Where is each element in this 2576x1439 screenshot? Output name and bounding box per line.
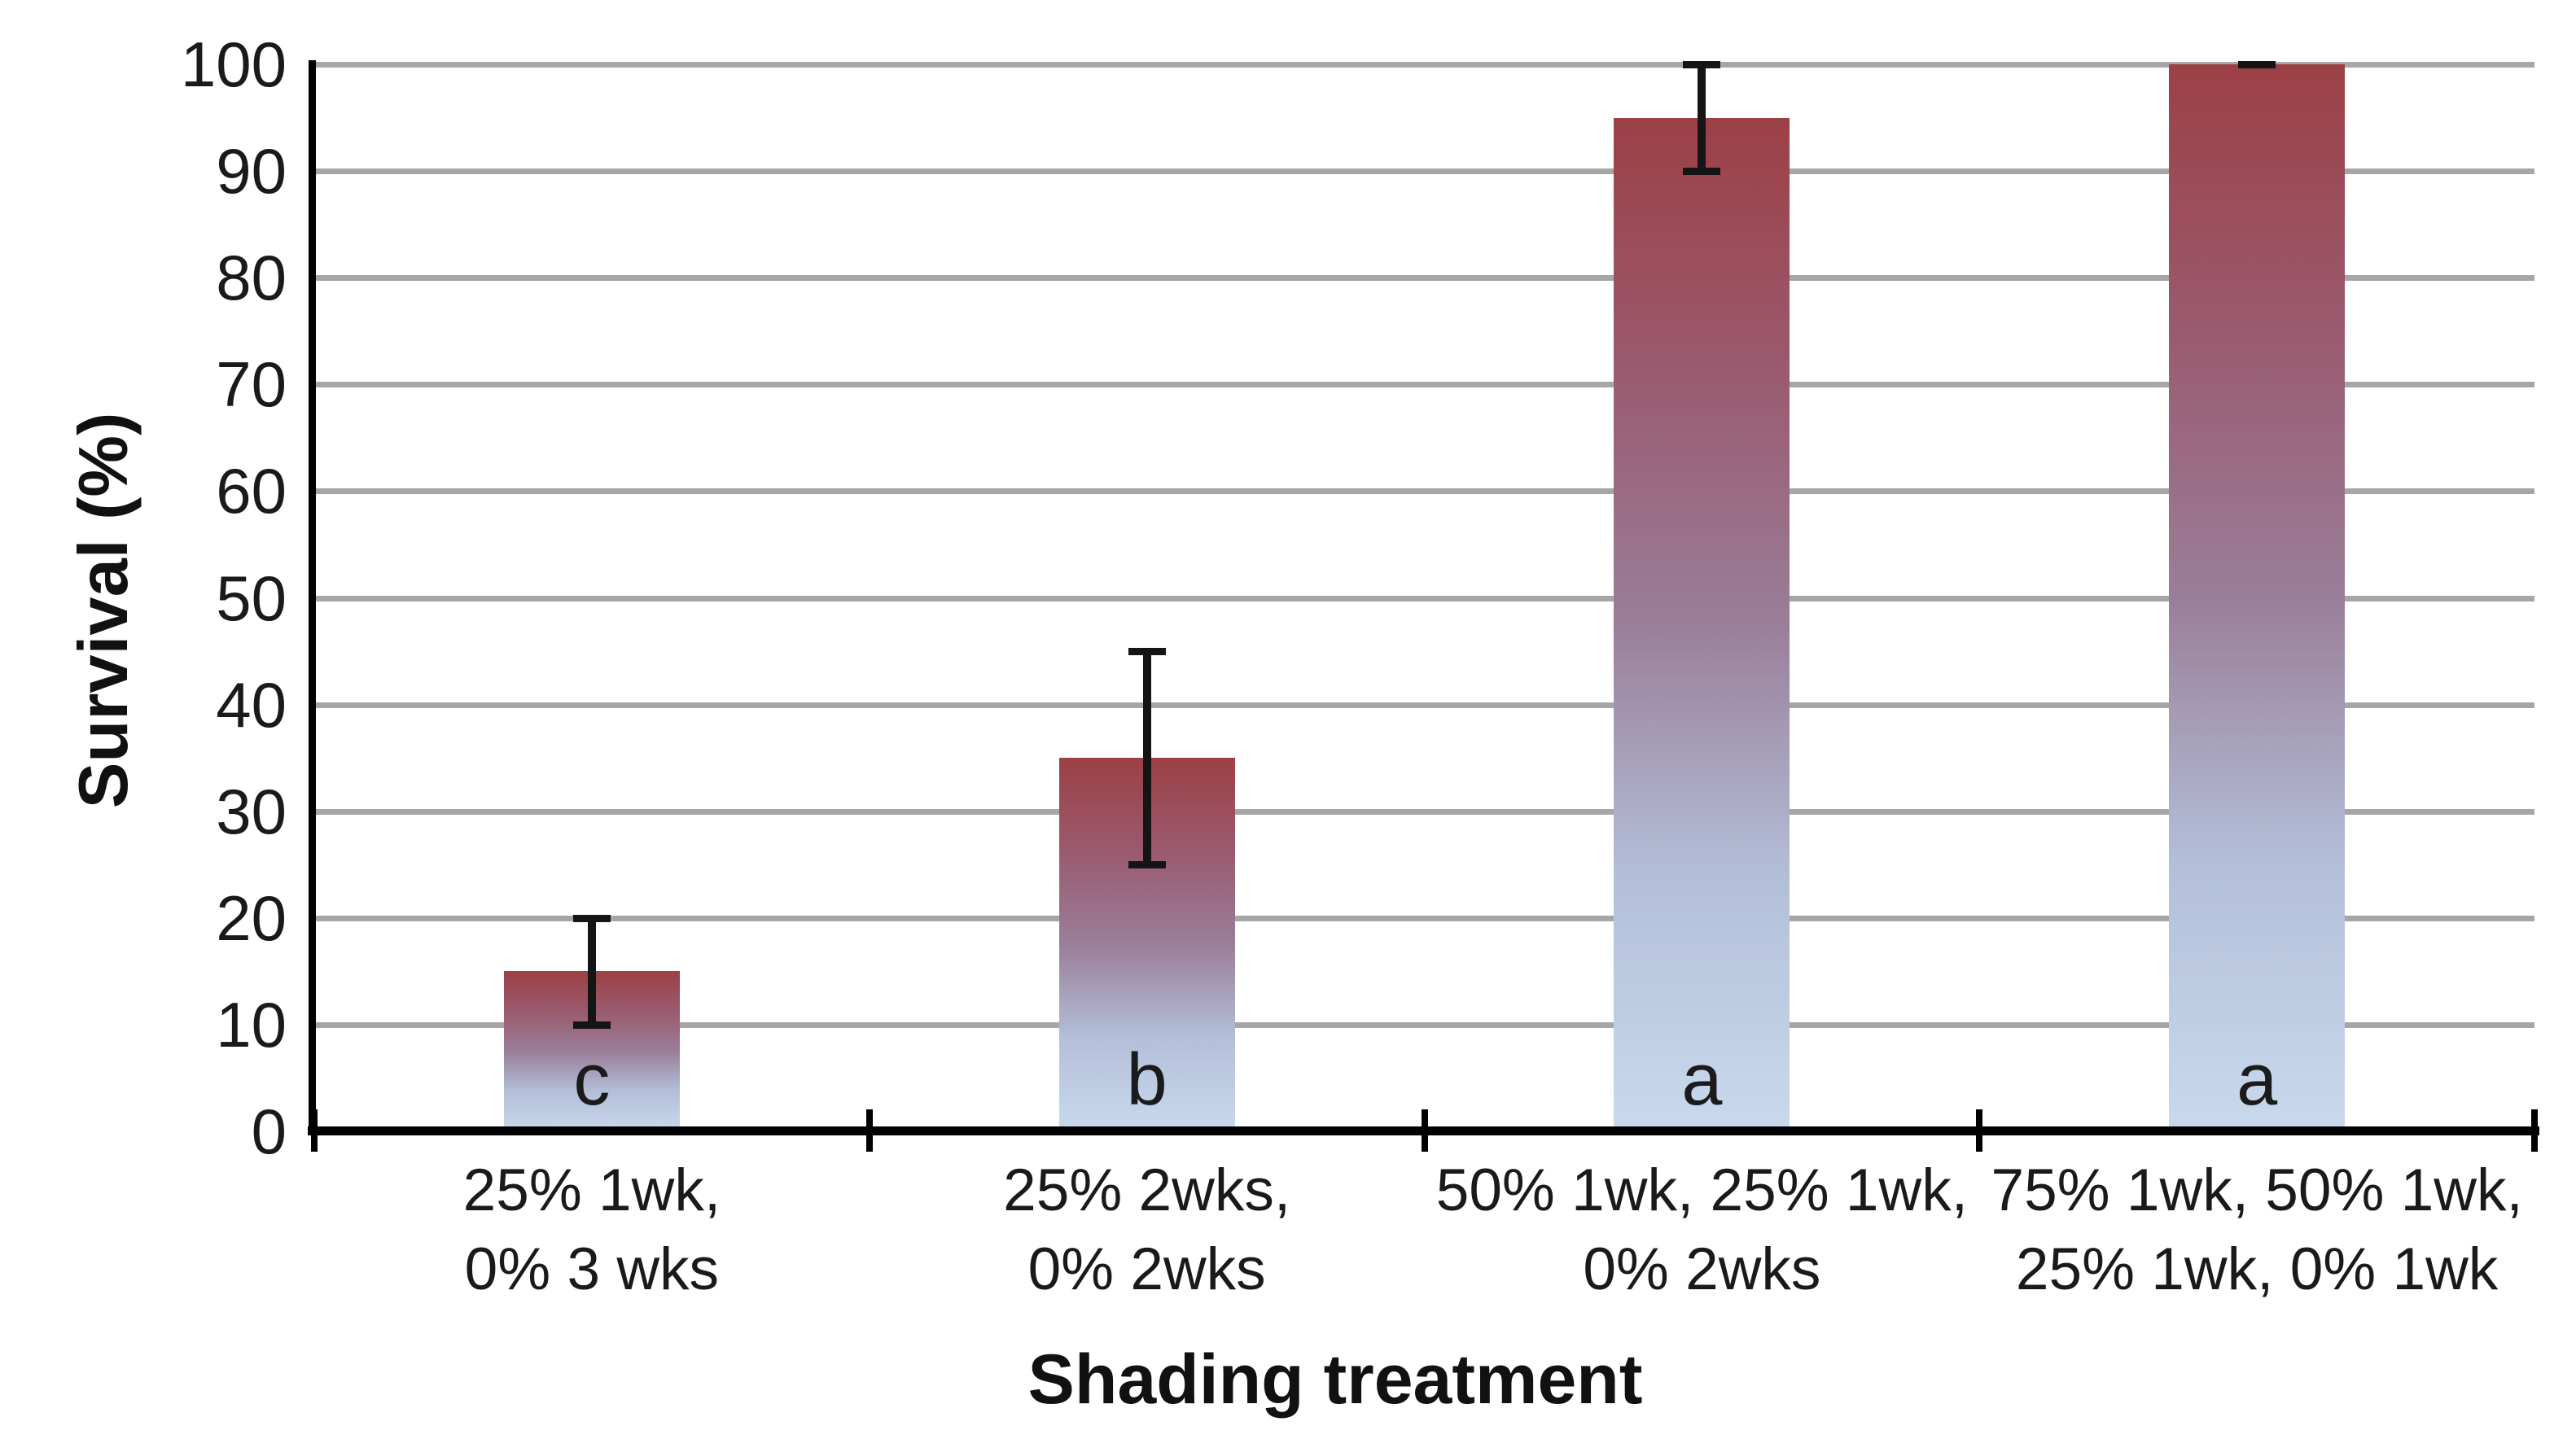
error-bar-cap-1-low — [572, 1021, 611, 1029]
error-bar-line-1 — [587, 917, 596, 1025]
gridline-40 — [314, 702, 2534, 708]
bar-4: a — [2169, 64, 2346, 1131]
x-category-label-1: 25% 1wk, 0% 3 wks — [462, 1157, 721, 1302]
x-category-label-2: 25% 2wks, 0% 2wks — [1003, 1157, 1291, 1302]
x-axis-tick-2 — [1421, 1109, 1428, 1152]
x-axis-tick-0 — [311, 1109, 318, 1152]
gridline-100 — [314, 62, 2534, 68]
gridline-10 — [314, 1021, 2534, 1028]
bar-3: a — [1614, 117, 1790, 1131]
gridline-80 — [314, 275, 2534, 282]
error-bar-cap-4-high — [2238, 61, 2276, 68]
error-bar-line-2 — [1142, 651, 1151, 865]
y-tick-label-70: 70 — [216, 348, 287, 421]
significance-letter-1: c — [573, 1039, 611, 1121]
x-axis-tick-1 — [865, 1109, 873, 1152]
gridline-20 — [314, 915, 2534, 921]
y-tick-label-0: 0 — [251, 1096, 287, 1167]
y-tick-label-20: 20 — [216, 881, 287, 954]
y-tick-label-30: 30 — [216, 775, 287, 847]
y-tick-label-80: 80 — [216, 242, 287, 314]
error-bar-cap-2-high — [1128, 648, 1166, 656]
y-axis-line — [309, 60, 316, 1135]
gridline-50 — [314, 595, 2534, 601]
y-tick-label-40: 40 — [216, 668, 287, 741]
y-tick-label-10: 10 — [216, 988, 287, 1061]
error-bar-cap-2-low — [1128, 861, 1166, 869]
error-bar-cap-1-high — [572, 914, 611, 922]
significance-letter-3: a — [1681, 1039, 1723, 1121]
gridline-90 — [314, 168, 2534, 175]
x-category-label-3: 50% 1wk, 25% 1wk, 0% 2wks — [1435, 1157, 1968, 1302]
significance-letter-2: b — [1126, 1039, 1168, 1121]
error-bar-cap-3-low — [1683, 168, 1721, 176]
x-axis-tick-4 — [2531, 1109, 2538, 1152]
y-tick-label-100: 100 — [180, 28, 287, 100]
gridline-30 — [314, 808, 2534, 815]
significance-letter-4: a — [2236, 1039, 2278, 1121]
x-category-label-4: 75% 1wk, 50% 1wk, 25% 1wk, 0% 1wk — [1991, 1157, 2523, 1302]
y-tick-label-50: 50 — [216, 562, 287, 634]
gridline-60 — [314, 488, 2534, 495]
error-bar-line-3 — [1698, 64, 1706, 172]
x-axis-title: Shading treatment — [1027, 1341, 1643, 1419]
error-bar-cap-3-high — [1683, 61, 1721, 68]
gridline-70 — [314, 382, 2534, 388]
y-tick-label-60: 60 — [216, 455, 287, 527]
y-tick-label-90: 90 — [216, 135, 287, 208]
x-axis-tick-3 — [1976, 1109, 1983, 1152]
